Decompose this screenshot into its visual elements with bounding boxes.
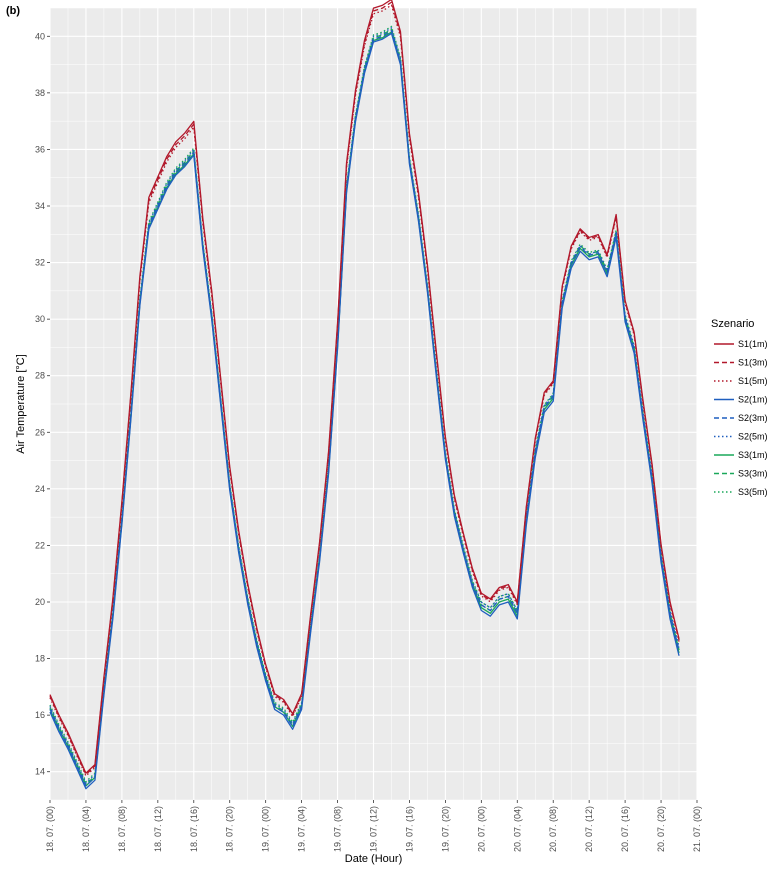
legend-label-S2(3m): S2(3m) <box>738 413 768 423</box>
x-tick-label: 19. 07. (00) <box>261 806 271 852</box>
legend: Szenario S1(1m) S1(3m) S1(5m) S2(1m) S2(3m) S… <box>711 318 768 497</box>
legend-label-S3(1m): S3(1m) <box>738 450 768 460</box>
series-line-S1(1m) <box>49 0 680 774</box>
legend-label-S1(3m): S1(3m) <box>738 358 768 368</box>
series-line-S2(3m) <box>49 29 680 787</box>
x-tick-label: 20. 07. (20) <box>656 806 666 852</box>
x-tick-label: 20. 07. (00) <box>476 806 486 852</box>
x-tick-label: 20. 07. (12) <box>584 806 594 852</box>
y-tick-label: 22 <box>35 540 45 550</box>
legend-label-S1(1m): S1(1m) <box>738 339 768 349</box>
x-tick-label: 19. 07. (08) <box>333 806 343 852</box>
series-line-S1(5m) <box>49 4 680 777</box>
y-axis-ticks: 14 16 18 20 22 24 26 28 30 32 34 36 38 40 <box>35 31 50 777</box>
x-axis-ticks: 18. 07. (00) 18. 07. (04) 18. 07. (08) 18. … <box>45 800 702 852</box>
y-tick-label: 32 <box>35 258 45 268</box>
x-tick-label: 19. 07. (04) <box>297 806 307 852</box>
y-tick-label: 18 <box>35 654 45 664</box>
grid-lines <box>49 7 698 801</box>
y-tick-label: 14 <box>35 767 45 777</box>
y-tick-label: 40 <box>35 31 45 41</box>
y-tick-label: 38 <box>35 88 45 98</box>
y-tick-label: 36 <box>35 144 45 154</box>
legend-label-S2(1m): S2(1m) <box>738 395 768 405</box>
x-tick-label: 19. 07. (16) <box>404 806 414 852</box>
y-tick-label: 24 <box>35 484 45 494</box>
x-tick-label: 21. 07. (00) <box>692 806 702 852</box>
y-tick-label: 34 <box>35 201 45 211</box>
series-lines <box>49 0 680 790</box>
x-tick-label: 18. 07. (12) <box>153 806 163 852</box>
series-line-S3(5m) <box>49 25 680 783</box>
x-axis-title: Date (Hour) <box>345 853 402 865</box>
x-tick-label: 20. 07. (04) <box>512 806 522 852</box>
x-tick-label: 20. 07. (16) <box>620 806 630 852</box>
x-tick-label: 18. 07. (08) <box>117 806 127 852</box>
legend-label-S1(5m): S1(5m) <box>738 376 768 386</box>
x-tick-label: 18. 07. (16) <box>189 806 199 852</box>
panel-label: (b) <box>6 5 20 17</box>
legend-label-S2(5m): S2(5m) <box>738 432 768 442</box>
legend-title: Szenario <box>711 318 754 330</box>
series-line-S1(3m) <box>49 1 680 776</box>
x-tick-label: 18. 07. (20) <box>225 806 235 852</box>
x-tick-label: 18. 07. (00) <box>45 806 55 852</box>
y-tick-label: 26 <box>35 427 45 437</box>
y-tick-label: 20 <box>35 597 45 607</box>
y-axis-title: Air Temperature [°C] <box>15 354 27 454</box>
x-tick-label: 19. 07. (12) <box>369 806 379 852</box>
x-tick-label: 20. 07. (08) <box>548 806 558 852</box>
series-line-S2(5m) <box>49 27 680 784</box>
y-tick-label: 28 <box>35 371 45 381</box>
y-tick-label: 16 <box>35 710 45 720</box>
series-line-S2(1m) <box>49 32 680 790</box>
x-tick-label: 19. 07. (20) <box>440 806 450 852</box>
legend-label-S3(3m): S3(3m) <box>738 469 768 479</box>
legend-label-S3(5m): S3(5m) <box>738 487 768 497</box>
y-tick-label: 30 <box>35 314 45 324</box>
x-tick-label: 18. 07. (04) <box>81 806 91 852</box>
